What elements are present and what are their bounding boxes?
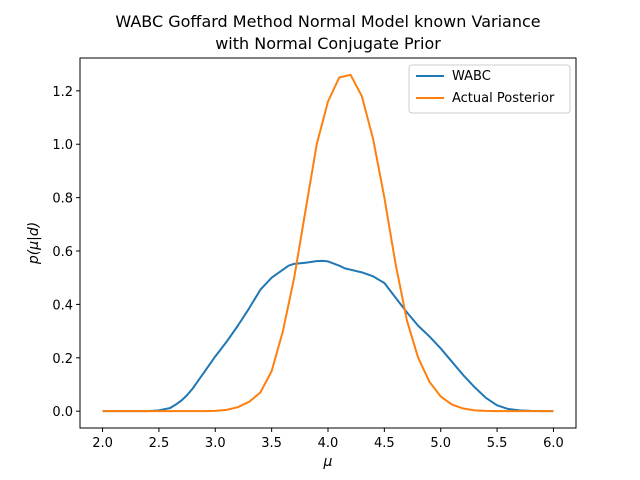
x-tick-label: 2.5 — [149, 436, 170, 451]
y-tick-label: 0.6 — [52, 245, 73, 260]
series-line-wabc — [102, 259, 554, 413]
legend-label-wabc: WABC — [452, 69, 491, 84]
y-axis-label: p(μ|d) — [26, 222, 42, 265]
series-layer — [102, 73, 554, 413]
y-tick-label: 1.0 — [52, 138, 73, 153]
y-tick-label: 0.0 — [52, 405, 73, 420]
y-tick-label: 0.2 — [52, 352, 73, 367]
x-tick-label: 6.0 — [543, 436, 564, 451]
x-tick-label: 5.0 — [430, 436, 451, 451]
x-axis-label: μ — [323, 454, 333, 470]
y-tick-label: 0.4 — [52, 298, 73, 313]
legend-box — [408, 64, 571, 114]
x-tick-label: 2.0 — [92, 436, 113, 451]
legend: WABC Actual Posterior — [408, 64, 571, 114]
chart-title-line1: WABC Goffard Method Normal Model known V… — [115, 12, 540, 31]
x-tick-label: 3.0 — [205, 436, 226, 451]
series-line-actual-posterior — [102, 73, 554, 413]
x-tick-label: 5.5 — [487, 436, 508, 451]
y-tick-label: 0.8 — [52, 192, 73, 207]
x-tick-label: 3.5 — [261, 436, 282, 451]
y-tick-label: 1.2 — [52, 85, 73, 100]
x-axis-ticks: 2.0 2.5 3.0 3.5 4.0 4.5 5.0 5.5 6.0 — [92, 428, 564, 451]
x-tick-label: 4.5 — [374, 436, 395, 451]
y-axis-ticks: 0.0 0.2 0.4 0.6 0.8 1.0 1.2 — [52, 85, 80, 420]
chart-title-line2: with Normal Conjugate Prior — [215, 34, 441, 53]
legend-label-actual-posterior: Actual Posterior — [452, 91, 555, 106]
x-tick-label: 4.0 — [318, 436, 339, 451]
